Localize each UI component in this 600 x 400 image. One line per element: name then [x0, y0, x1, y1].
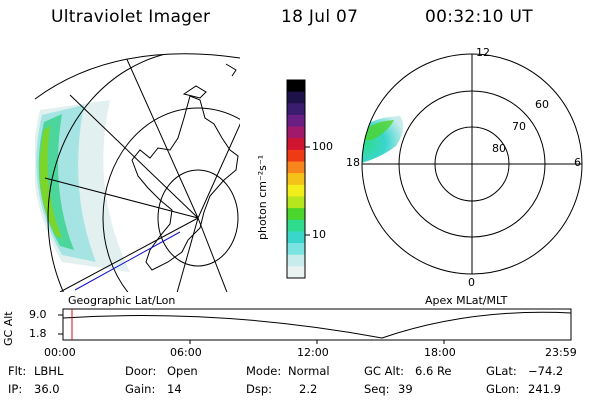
mlt-label-0: 0 — [468, 276, 475, 289]
colorbar-unit-label: photon cm⁻²s⁻¹ — [256, 154, 269, 240]
geographic-map — [34, 53, 241, 293]
glon-value: 241.9 — [528, 382, 561, 396]
mode-label: Mode: — [246, 364, 282, 378]
colorbar-cell — [287, 80, 305, 93]
altitude-ytick-1-8: 1.8 — [29, 327, 47, 340]
colorbar-cell — [287, 219, 305, 232]
gcalt-value: 6.6 Re — [415, 364, 452, 378]
colorbar-tick-10: 10 — [312, 228, 326, 241]
door-label: Door: — [125, 364, 157, 378]
altitude-axis-title: GC Alt — [2, 311, 15, 346]
mode-value: Normal — [288, 364, 330, 378]
altitude-xtick-0600: 06:00 — [170, 346, 202, 359]
seq-value: 39 — [398, 382, 413, 396]
altitude-xtick-0000: 00:00 — [44, 346, 76, 359]
colorbar-cell — [287, 91, 305, 104]
colorbar-cell — [287, 196, 305, 209]
colorbar-cell — [287, 161, 305, 174]
gain-label: Gain: — [125, 382, 156, 396]
seq-label: Seq: — [364, 382, 390, 396]
altitude-xtick-1800: 18:00 — [424, 346, 456, 359]
gain-value: 14 — [167, 382, 182, 396]
mlt-label-18: 18 — [346, 156, 360, 169]
dsp-label: Dsp: — [246, 382, 273, 396]
colorbar-cell — [287, 254, 305, 267]
colorbar-cell — [287, 138, 305, 151]
altitude-ytick-9: 9.0 — [29, 308, 47, 321]
mlt-label-12: 12 — [476, 46, 490, 59]
instrument-title: Ultraviolet Imager — [51, 7, 211, 27]
lat-label-70: 70 — [512, 120, 526, 133]
colorbar-cell — [287, 103, 305, 116]
door-value: Open — [167, 364, 198, 378]
ip-value: 36.0 — [34, 382, 60, 396]
ip-label: IP: — [8, 382, 23, 396]
colorbar-cell — [287, 149, 305, 163]
mlt-label-6: 6 — [574, 156, 581, 169]
date-label: 18 Jul 07 — [281, 7, 359, 27]
colorbar-cell — [287, 114, 305, 128]
altitude-xtick-1200: 12:00 — [297, 346, 329, 359]
glon-label: GLon: — [486, 382, 520, 396]
colorbar-cell — [287, 173, 305, 186]
geographic-panel-label: Geographic Lat/Lon — [68, 294, 176, 307]
colorbar — [286, 79, 310, 279]
altitude-xtick-2359: 23:59 — [545, 346, 577, 359]
lat-label-80: 80 — [492, 142, 506, 155]
colorbar-cell — [287, 231, 305, 244]
dsp-value: 2.2 — [299, 382, 318, 396]
lat-label-60: 60 — [535, 98, 549, 111]
colorbar-cell — [287, 184, 305, 197]
apex-polar-plot — [361, 53, 583, 275]
colorbar-cell — [287, 208, 305, 221]
flt-value: LBHL — [34, 364, 64, 378]
apex-panel-label: Apex MLat/MLT — [425, 294, 508, 307]
colorbar-tick-100: 100 — [312, 140, 333, 153]
glat-value: −74.2 — [528, 364, 564, 378]
time-label: 00:32:10 UT — [425, 7, 533, 27]
altitude-plot — [58, 308, 572, 344]
colorbar-cell — [287, 126, 305, 139]
flt-label: Flt: — [8, 364, 27, 378]
gcalt-label: GC Alt: — [364, 364, 405, 378]
colorbar-cell — [287, 266, 305, 279]
colorbar-cell — [287, 243, 305, 256]
glat-label: GLat: — [486, 364, 517, 378]
